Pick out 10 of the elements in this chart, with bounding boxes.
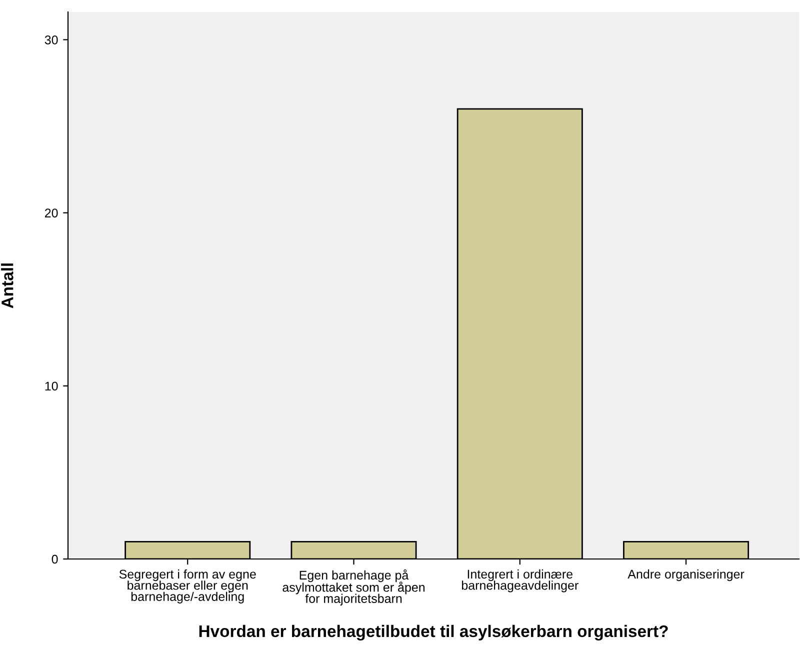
x-tick-label: Integrert i ordinære barnehageavdelinger	[462, 569, 578, 592]
y-tick-label: 10	[45, 382, 58, 391]
y-tick-label: 0	[52, 554, 58, 564]
x-axis-title: Hvordan er barnehagetilbudet til asylsøkerbarn organisert?	[199, 624, 668, 641]
x-tick-label: Segregert i form av egne barnebaser eller egen barnehage/-avdeling	[119, 569, 256, 604]
y-tick-label: 30	[44, 35, 58, 44]
x-tick-label: Egen barnehage på asylmottaket som er åpen for majoritetsbarn	[282, 569, 425, 606]
y-tick-label: 20	[45, 208, 58, 218]
x-tick-label: Andre organiseringer	[628, 569, 744, 582]
y-axis-title: Antall	[1, 264, 14, 308]
